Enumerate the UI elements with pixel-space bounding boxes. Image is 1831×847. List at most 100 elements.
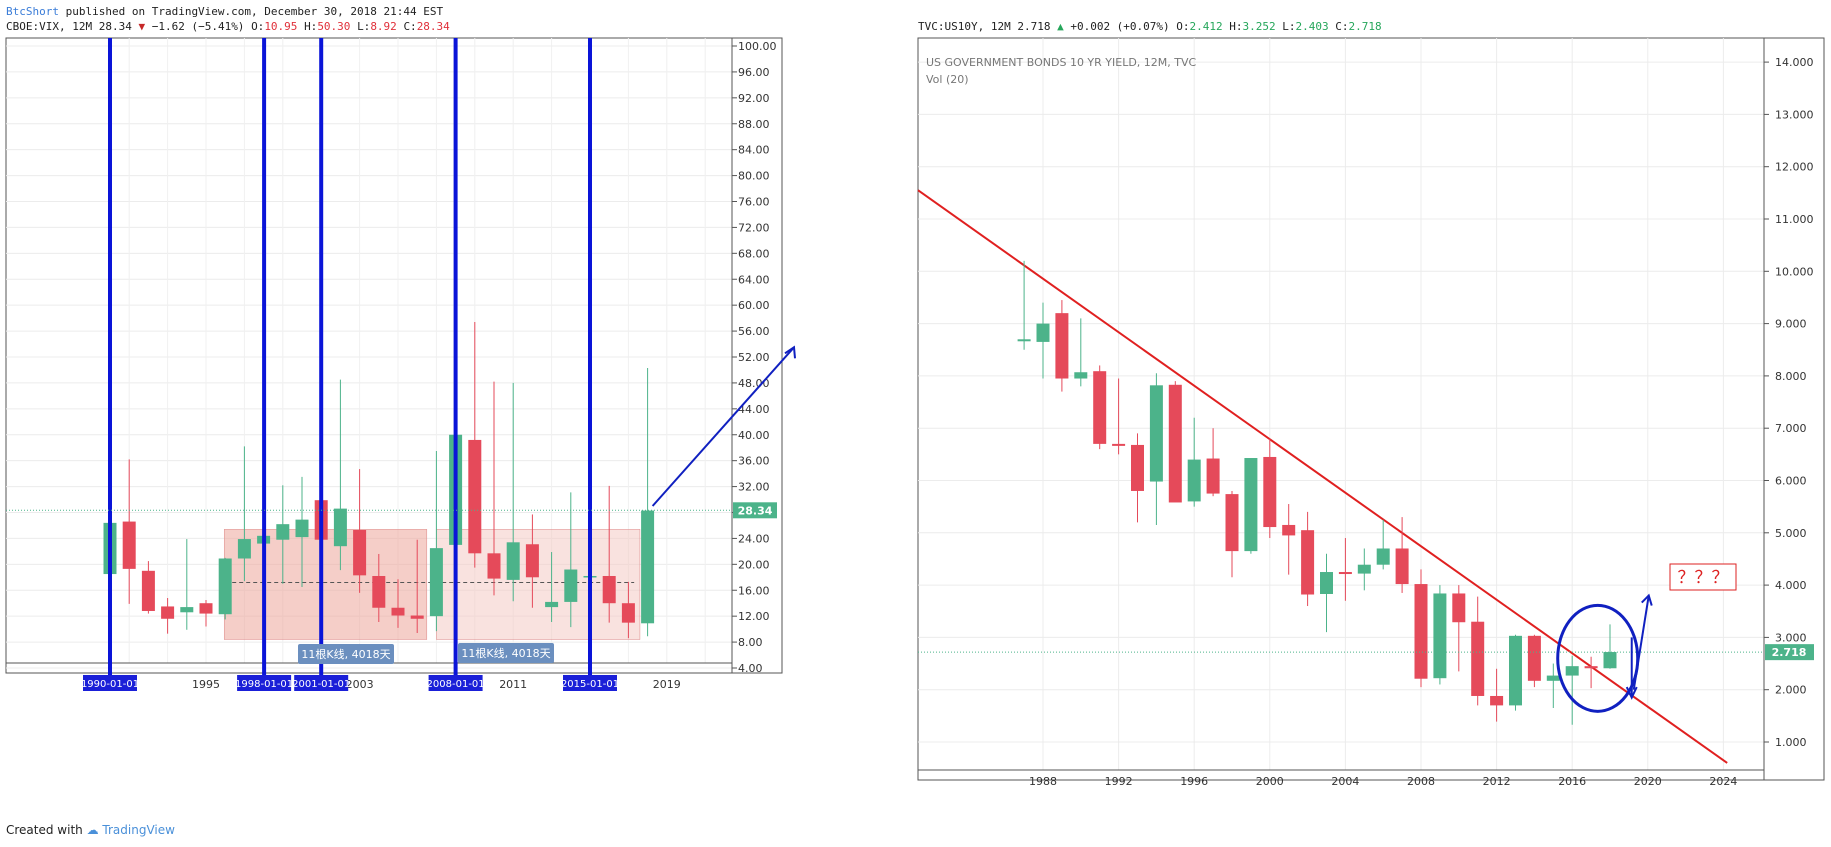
us10y-question-label: ？？？ — [1678, 568, 1729, 588]
footer-created-with: Created with — [6, 823, 83, 837]
us10y-y-tick-label: 13.000 — [1775, 108, 1814, 121]
us10y-candle-body — [1565, 666, 1579, 676]
vix-y-tick-label: 52.00 — [738, 351, 770, 364]
vix-y-tick-label: 76.00 — [738, 196, 770, 209]
us10y-candle-1996 — [1187, 417, 1201, 507]
us10y-y-tick-label: 2.000 — [1775, 684, 1807, 697]
vix-marker-tag — [563, 675, 617, 691]
vix-y-tick-label: 100.00 — [738, 40, 777, 53]
us10y-candle-body — [1187, 459, 1201, 502]
us10y-candle-1992 — [1112, 378, 1126, 455]
vix-y-tick-label: 84.00 — [738, 144, 770, 157]
vix-candle-2016 — [602, 485, 616, 623]
vix-annotation-box — [458, 643, 554, 663]
vix-annotation-label: 11根K线, 4018天 — [301, 647, 390, 661]
vix-y-tick-label: 32.00 — [738, 481, 770, 494]
us10y-candle-2014 — [1527, 634, 1541, 688]
us10y-low-label: L: — [1282, 20, 1296, 33]
us10y-candle-body — [1017, 339, 1031, 342]
us10y-high: 3.252 — [1242, 20, 1276, 33]
us10y-change: +0.002 (+0.07%) — [1070, 20, 1170, 33]
vix-marker-tag — [428, 675, 483, 691]
vix-candle-body — [410, 615, 424, 619]
us10y-open-label: O: — [1176, 20, 1190, 33]
vix-high-label: H: — [304, 20, 318, 33]
us10y-high-label: H: — [1229, 20, 1243, 33]
vix-candle-2007 — [429, 450, 443, 632]
vix-last-price-label: 28.34 — [738, 504, 773, 517]
us10y-y-tick-label: 9.000 — [1775, 318, 1807, 331]
vix-candle-body — [180, 607, 194, 613]
us10y-candle-1995 — [1168, 381, 1182, 503]
us10y-candle-body — [1112, 443, 1126, 446]
us10y-candle-body — [1338, 572, 1352, 575]
vix-candle-1995 — [199, 599, 213, 627]
us10y-candle-2010 — [1452, 585, 1466, 672]
vix-candle-body — [199, 603, 213, 614]
us10y-candle-body — [1149, 385, 1163, 482]
vix-legend: CBOE:VIX, 12M 28.34 ▼ −1.62 (−5.41%) O:1… — [6, 20, 450, 34]
vix-candle-body — [237, 539, 251, 559]
vix-y-tick-label: 8.00 — [738, 636, 763, 649]
us10y-y-tick-label: 1.000 — [1775, 736, 1807, 749]
vix-chart[interactable]: 100.00 96.00 92.00 88.00 84.00 80.00 76.00 72.0… — [0, 0, 915, 820]
us10y-x-tick-label: 2016 — [1558, 775, 1586, 788]
vix-change: −1.62 (−5.41%) — [151, 20, 245, 33]
us10y-legend: TVC:US10Y, 12M 2.718 ▲ +0.002 (+0.07%) O… — [918, 20, 1382, 34]
vix-y-tick-label: 24.00 — [738, 532, 770, 545]
vix-candle-body — [487, 553, 501, 579]
vix-y-tick-label: 80.00 — [738, 170, 770, 183]
vix-marker-tag — [237, 675, 292, 691]
us10y-candle-body — [1244, 458, 1258, 552]
vix-open: 10.95 — [264, 20, 298, 33]
us10y-candle-body — [1225, 494, 1239, 552]
us10y-candle-1991 — [1093, 365, 1107, 450]
us10y-candle-2017 — [1584, 656, 1598, 689]
us10y-candle-body — [1433, 593, 1447, 679]
vix-close: 28.34 — [416, 20, 450, 33]
us10y-close: 2.718 — [1348, 20, 1382, 33]
author-link[interactable]: BtcShort — [6, 5, 59, 18]
vix-marker-label: 2015-01-01 — [561, 679, 619, 690]
footer-brand[interactable]: TradingView — [102, 823, 175, 837]
vix-marker-label: 2008-01-01 — [427, 679, 485, 690]
us10y-candle-body — [1395, 548, 1409, 585]
us10y-candle-body — [1584, 666, 1598, 669]
us10y-highlight-ellipse — [1556, 603, 1640, 713]
vix-arrowhead-icon — [784, 345, 796, 359]
us10y-candle-2016 — [1565, 655, 1579, 725]
vix-candle-1991 — [122, 459, 136, 604]
us10y-candle-2012 — [1490, 668, 1504, 722]
us10y-open: 2.412 — [1189, 20, 1223, 33]
vix-candle-body — [468, 439, 482, 554]
vix-candle-2004 — [372, 553, 386, 622]
us10y-x-tick-label: 2004 — [1331, 775, 1359, 788]
us10y-candle-1998 — [1225, 490, 1239, 578]
us10y-up-arrow-icon: ▲ — [1057, 20, 1064, 33]
vix-candle-2018 — [641, 368, 655, 637]
tradingview-logo-icon: ☁ — [86, 823, 99, 837]
us10y-y-tick-label: 5.000 — [1775, 527, 1807, 540]
vix-candle-body — [372, 575, 386, 608]
us10y-candle-2001 — [1282, 504, 1296, 575]
us10y-question-box — [1669, 563, 1737, 591]
us10y-close-label: C: — [1335, 20, 1349, 33]
us10y-up-arrowhead-icon — [1641, 593, 1653, 606]
us10y-y-tick-label: 6.000 — [1775, 475, 1807, 488]
us10y-candle-1993 — [1131, 433, 1144, 523]
us10y-candle-2003 — [1320, 553, 1333, 633]
vix-candle-2000 — [295, 476, 309, 588]
vix-candle-2006 — [410, 539, 424, 634]
us10y-y-tick-label: 11.000 — [1775, 213, 1814, 226]
us10y-candle-body — [1263, 456, 1277, 528]
vix-candle-2013 — [545, 552, 559, 622]
vix-candle-1992 — [141, 561, 155, 614]
vix-candle-body — [333, 508, 347, 547]
vix-candle-1997 — [237, 446, 251, 582]
vix-down-arrow-icon: ▼ — [138, 20, 146, 33]
us10y-candle-body — [1414, 584, 1428, 679]
vix-high: 50.30 — [317, 20, 351, 33]
vix-close-label: C: — [403, 20, 417, 33]
us10y-candle-2002 — [1301, 511, 1315, 607]
vix-y-tick-label: 20.00 — [738, 558, 770, 571]
